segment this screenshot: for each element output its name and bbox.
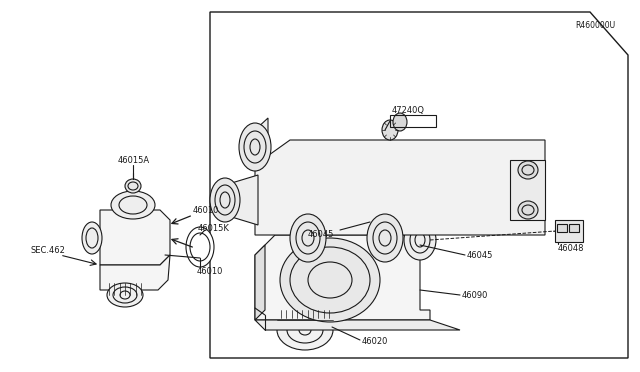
Bar	[555, 220, 583, 242]
Ellipse shape	[404, 220, 436, 260]
Ellipse shape	[113, 287, 137, 303]
Bar	[390, 115, 436, 127]
Polygon shape	[225, 175, 258, 225]
Polygon shape	[255, 118, 268, 165]
Ellipse shape	[125, 179, 141, 193]
Ellipse shape	[393, 113, 407, 131]
Ellipse shape	[210, 178, 240, 222]
Text: 46045: 46045	[467, 251, 493, 260]
Ellipse shape	[367, 214, 403, 262]
Bar	[557, 224, 567, 232]
Ellipse shape	[239, 123, 271, 171]
Bar	[569, 224, 579, 232]
Ellipse shape	[352, 183, 388, 227]
Ellipse shape	[382, 120, 398, 140]
Text: R460000U: R460000U	[575, 20, 615, 29]
Text: 46015K: 46015K	[198, 224, 230, 232]
Text: 46015A: 46015A	[118, 155, 150, 164]
Ellipse shape	[82, 222, 102, 254]
Polygon shape	[100, 255, 170, 290]
Text: 46010: 46010	[197, 266, 223, 276]
Text: 46090: 46090	[462, 292, 488, 301]
Text: 47240Q: 47240Q	[392, 106, 425, 115]
Text: 46020: 46020	[362, 337, 388, 346]
Text: 46048: 46048	[558, 244, 584, 253]
Polygon shape	[510, 160, 545, 220]
Polygon shape	[255, 235, 430, 320]
Text: SEC.462: SEC.462	[30, 246, 65, 254]
Polygon shape	[255, 245, 265, 320]
Polygon shape	[255, 320, 460, 330]
Ellipse shape	[290, 214, 326, 262]
Text: 46045: 46045	[308, 230, 334, 238]
Ellipse shape	[518, 161, 538, 179]
Ellipse shape	[277, 310, 333, 350]
Ellipse shape	[186, 227, 214, 267]
Ellipse shape	[111, 191, 155, 219]
Ellipse shape	[280, 238, 380, 322]
Ellipse shape	[107, 283, 143, 307]
Ellipse shape	[518, 201, 538, 219]
Polygon shape	[100, 210, 170, 265]
Polygon shape	[255, 140, 545, 235]
Text: 46010: 46010	[193, 205, 220, 215]
